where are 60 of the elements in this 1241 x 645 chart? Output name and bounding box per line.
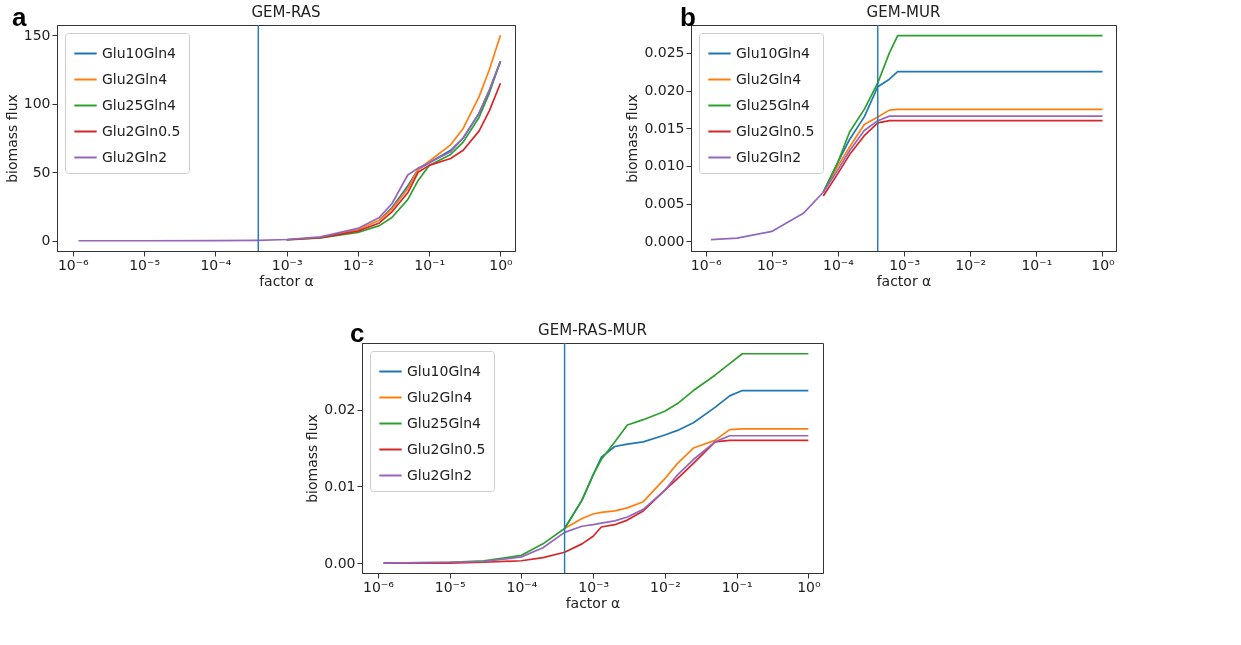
chart-title: GEM-RAS bbox=[251, 3, 321, 22]
x-axis-title: factor α bbox=[876, 272, 932, 289]
y-axis-title: biomass flux bbox=[3, 94, 20, 183]
y-axis-title: biomass flux bbox=[304, 414, 321, 503]
x-tick-label: 10⁻¹ bbox=[721, 578, 753, 595]
x-tick-label: 10⁻⁴ bbox=[823, 256, 855, 273]
legend-label: Glu25Gln4 bbox=[102, 96, 177, 113]
legend-label: Glu25Gln4 bbox=[736, 96, 811, 113]
x-tick-label: 10⁻⁶ bbox=[57, 256, 90, 273]
y-tick-label: 0.000 bbox=[644, 232, 685, 249]
legend-label: Glu2Gln4 bbox=[736, 70, 802, 87]
x-tick-label: 10⁻⁴ bbox=[200, 256, 232, 273]
y-tick-label: 0.025 bbox=[644, 44, 685, 61]
x-tick-label: 10⁻¹ bbox=[414, 256, 446, 273]
y-tick-label: 0.010 bbox=[644, 157, 685, 174]
x-tick-label: 10⁻² bbox=[649, 578, 681, 595]
y-tick-label: 0.020 bbox=[644, 82, 685, 99]
y-tick-label: 100 bbox=[23, 95, 51, 112]
y-tick-label: 50 bbox=[32, 163, 51, 180]
y-tick-label: 0.01 bbox=[324, 477, 356, 494]
x-tick-label: 10⁻⁴ bbox=[506, 578, 538, 595]
legend-label: Glu2Gln2 bbox=[407, 466, 473, 483]
x-tick-label: 10⁻⁵ bbox=[434, 578, 466, 595]
annotation: b bbox=[680, 2, 696, 33]
annotation: c bbox=[350, 318, 365, 349]
legend-label: Glu10Gln4 bbox=[736, 44, 811, 61]
legend-label: Glu2Gln4 bbox=[407, 388, 473, 405]
x-tick-label: 10⁻¹ bbox=[1021, 256, 1053, 273]
x-tick-label: 10⁻⁶ bbox=[690, 256, 722, 273]
y-tick-label: 0 bbox=[41, 232, 51, 249]
legend-label: Glu2Gln4 bbox=[102, 70, 168, 87]
x-axis-title: factor α bbox=[565, 594, 621, 611]
y-tick-label: 0.005 bbox=[644, 195, 685, 212]
x-tick-label: 10⁰ bbox=[1091, 256, 1116, 273]
chart-title: GEM-RAS-MUR bbox=[538, 321, 647, 340]
legend-label: Glu2Gln2 bbox=[736, 148, 802, 165]
x-tick-label: 10⁰ bbox=[489, 256, 514, 273]
x-tick-label: 10⁻⁵ bbox=[129, 256, 160, 273]
legend-label: Glu2Gln0.5 bbox=[102, 122, 181, 139]
legend-label: Glu25Gln4 bbox=[407, 414, 482, 431]
legend-label: Glu2Gln2 bbox=[102, 148, 168, 165]
x-tick-label: 10⁻³ bbox=[578, 578, 610, 595]
x-tick-label: 10⁰ bbox=[797, 578, 821, 595]
x-tick-label: 10⁻³ bbox=[889, 256, 920, 273]
y-axis-title: biomass flux bbox=[624, 94, 641, 183]
x-tick-label: 10⁻⁵ bbox=[756, 256, 788, 273]
legend-label: Glu2Gln0.5 bbox=[407, 440, 486, 457]
legend-label: Glu10Gln4 bbox=[407, 362, 482, 379]
x-tick-label: 10⁻³ bbox=[271, 256, 303, 273]
y-tick-label: 150 bbox=[23, 26, 51, 43]
chart-title: GEM-MUR bbox=[866, 3, 941, 22]
legend-label: Glu10Gln4 bbox=[102, 44, 177, 61]
legend-label: Glu2Gln0.5 bbox=[736, 122, 815, 139]
x-tick-label: 10⁻² bbox=[955, 256, 987, 273]
y-tick-label: 0.02 bbox=[324, 401, 356, 418]
x-axis-title: factor α bbox=[259, 272, 314, 289]
x-tick-label: 10⁻⁶ bbox=[363, 578, 395, 595]
y-tick-label: 0.00 bbox=[324, 554, 356, 571]
x-tick-label: 10⁻² bbox=[342, 256, 374, 273]
y-tick-label: 0.015 bbox=[644, 119, 685, 136]
